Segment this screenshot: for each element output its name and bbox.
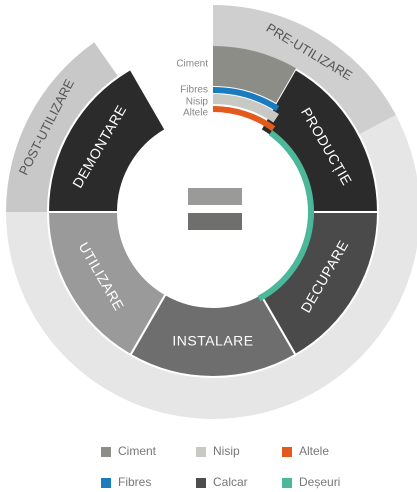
legend-swatch [101,447,111,457]
legend-swatch [282,447,292,457]
legend-label: Nisip [213,444,240,458]
legend-swatch [196,447,206,457]
stage-segment [46,67,167,213]
legend-swatch [196,478,206,488]
center-circle [119,118,307,306]
fibres-arc [213,87,280,112]
material-label: Altele [183,108,208,119]
material-label: Fibres [180,85,208,96]
post-use-segment [6,42,119,212]
center-swatch [188,188,242,205]
stage-label: INSTALARE [172,333,253,349]
legend-label: Fibres [118,475,151,489]
center-swatch [188,213,242,230]
legend-label: Altele [299,444,329,458]
other-arc [213,106,276,132]
legend-label: Calcar [213,475,248,489]
material-label: Ciment [176,59,208,70]
waste-arc [257,130,314,302]
legend-label: Deșeuri [299,475,340,489]
pre-use-segment [213,5,396,135]
material-label: Nisip [186,97,209,108]
sand-arc [213,94,279,123]
legend-label: Ciment [118,444,157,458]
legend-swatch [101,478,111,488]
legend-swatch [282,478,292,488]
cement-arc [213,46,296,103]
